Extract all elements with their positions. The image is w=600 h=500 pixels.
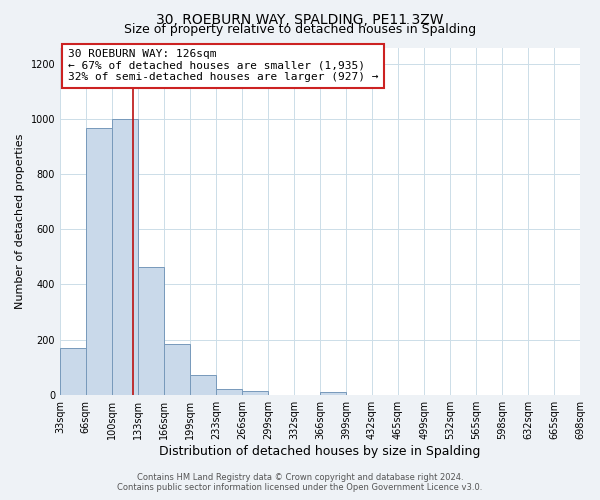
Bar xyxy=(112,119,138,394)
Bar xyxy=(86,128,112,394)
Bar xyxy=(190,375,217,394)
Text: Size of property relative to detached houses in Spalding: Size of property relative to detached ho… xyxy=(124,22,476,36)
Bar xyxy=(320,392,346,394)
Bar xyxy=(60,348,86,395)
X-axis label: Distribution of detached houses by size in Spalding: Distribution of detached houses by size … xyxy=(160,444,481,458)
Bar xyxy=(242,390,268,394)
Y-axis label: Number of detached properties: Number of detached properties xyxy=(15,134,25,309)
Text: 30, ROEBURN WAY, SPALDING, PE11 3ZW: 30, ROEBURN WAY, SPALDING, PE11 3ZW xyxy=(156,12,444,26)
Bar xyxy=(164,344,190,394)
Text: 30 ROEBURN WAY: 126sqm
← 67% of detached houses are smaller (1,935)
32% of semi-: 30 ROEBURN WAY: 126sqm ← 67% of detached… xyxy=(68,49,379,82)
Text: Contains HM Land Registry data © Crown copyright and database right 2024.
Contai: Contains HM Land Registry data © Crown c… xyxy=(118,473,482,492)
Bar xyxy=(217,388,242,394)
Bar xyxy=(138,268,164,394)
